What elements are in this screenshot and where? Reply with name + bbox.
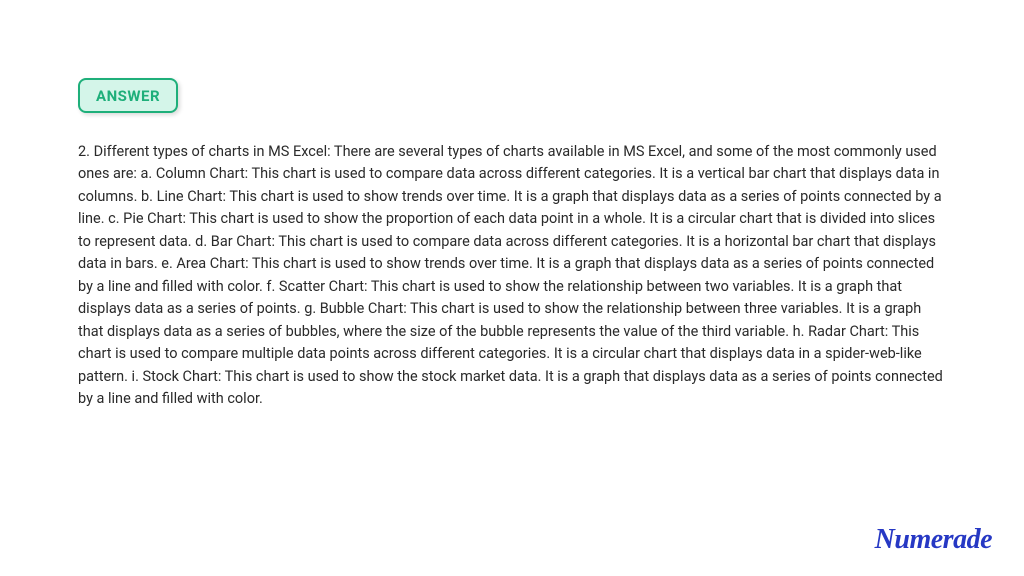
- answer-badge-label: ANSWER: [96, 87, 160, 105]
- answer-body-text: 2. Different types of charts in MS Excel…: [78, 141, 946, 411]
- brand-logo-text: Numerade: [875, 524, 992, 555]
- brand-logo: Numerade: [875, 524, 992, 556]
- answer-badge: ANSWER: [78, 78, 178, 113]
